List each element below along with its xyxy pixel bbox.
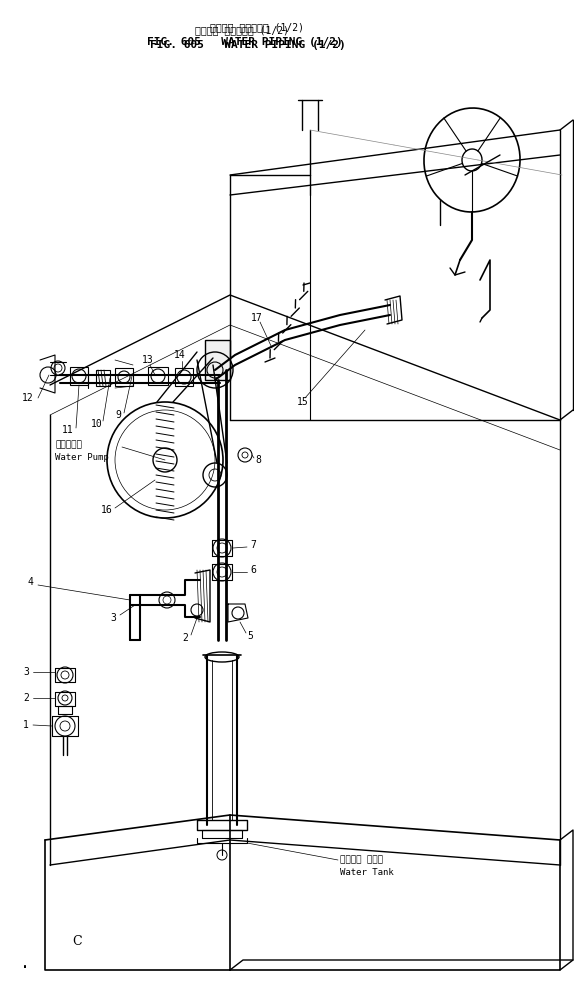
Bar — [70, 367, 88, 385]
Text: 12: 12 — [22, 393, 34, 403]
Bar — [148, 367, 168, 385]
Text: 5: 5 — [247, 631, 253, 641]
Text: 3: 3 — [110, 613, 116, 623]
Text: 17: 17 — [251, 313, 263, 323]
Text: 13: 13 — [142, 355, 154, 365]
Text: 2: 2 — [23, 693, 29, 703]
Text: FIG. 605   WATER PIPING (1/2): FIG. 605 WATER PIPING (1/2) — [147, 37, 343, 47]
Text: ウォータ パイピング (1/2): ウォータ パイピング (1/2) — [195, 25, 289, 35]
Text: FIG. 605   WATER PIPING (1/2): FIG. 605 WATER PIPING (1/2) — [150, 40, 346, 50]
Text: 1: 1 — [23, 720, 29, 730]
Text: ·: · — [20, 959, 30, 977]
Text: 8: 8 — [255, 455, 261, 465]
Text: Water Tank: Water Tank — [340, 868, 394, 877]
Text: C: C — [72, 935, 82, 948]
Bar — [205, 340, 230, 380]
Text: 7: 7 — [250, 540, 256, 550]
Text: 9: 9 — [115, 410, 121, 420]
Text: 16: 16 — [101, 505, 113, 515]
Bar — [175, 368, 193, 386]
Text: 11: 11 — [62, 425, 74, 435]
Text: 散水ポンプ: 散水ポンプ — [55, 440, 82, 449]
Text: 15: 15 — [297, 397, 309, 407]
Text: 6: 6 — [250, 565, 256, 575]
Text: ウォータ タンク: ウォータ タンク — [340, 855, 383, 864]
Text: 3: 3 — [23, 667, 29, 677]
Circle shape — [57, 667, 73, 683]
Bar — [115, 368, 133, 386]
Text: Water Pump: Water Pump — [55, 453, 108, 462]
Text: 2: 2 — [182, 633, 188, 643]
Text: 14: 14 — [174, 350, 186, 360]
Ellipse shape — [205, 652, 239, 662]
Text: 10: 10 — [91, 419, 103, 429]
Bar — [96, 370, 110, 386]
Text: ウォータ パイピング (1/2): ウォータ パイピング (1/2) — [210, 22, 304, 32]
Text: 4: 4 — [27, 577, 33, 587]
